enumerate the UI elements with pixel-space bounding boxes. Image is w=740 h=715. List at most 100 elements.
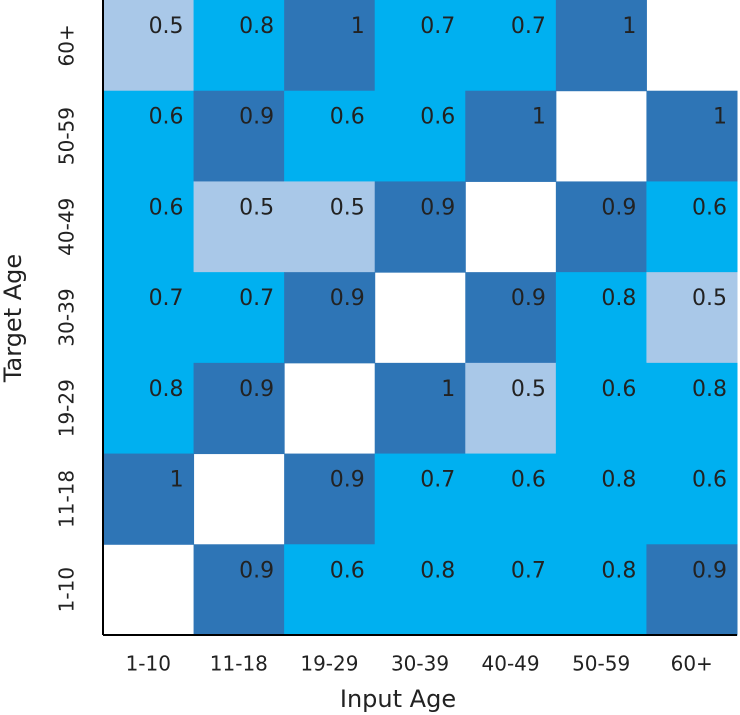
heatmap-cell: [103, 272, 195, 364]
cell-label: 0.9: [239, 377, 274, 402]
cell-label: 0.6: [692, 468, 727, 493]
cell-label: 0.8: [601, 468, 636, 493]
x-tick-label: 30-39: [391, 652, 449, 676]
heatmap-cell: [374, 544, 466, 636]
heatmap-cell: [465, 90, 557, 182]
cell-label: 0.6: [149, 195, 184, 220]
heatmap-cell: [193, 90, 285, 182]
cell-label: 0.7: [511, 14, 546, 39]
heatmap-cell: [465, 0, 557, 92]
heatmap-cell: [465, 362, 557, 455]
cell-label: 0.9: [330, 468, 365, 493]
cell-label: 0.9: [511, 286, 546, 311]
x-tick-label: 50-59: [572, 652, 630, 676]
cell-label: 0.5: [239, 195, 274, 220]
y-tick-label: 50-59: [55, 107, 79, 165]
heatmap-cell: [555, 362, 647, 455]
x-tick-label: 60+: [671, 652, 713, 676]
cell-label: 1: [170, 468, 184, 493]
cell-label: 0.7: [149, 286, 184, 311]
heatmap-cell: [374, 90, 466, 182]
y-tick-label: 19-29: [55, 379, 79, 437]
heatmap-cell: [103, 90, 195, 182]
cell-label: 0.6: [692, 195, 727, 220]
y-tick-label: 1-10: [55, 567, 79, 612]
heatmap-cell: [555, 0, 647, 92]
heatmap-cell: [646, 544, 738, 636]
heatmap-cell: [193, 544, 285, 636]
heatmap-cell: [374, 0, 466, 92]
cell-label: 0.5: [692, 286, 727, 311]
heatmap-cell: [555, 181, 647, 273]
x-tick-label: 1-10: [126, 652, 171, 676]
heatmap-cell: [646, 453, 738, 545]
cell-label: 0.8: [149, 377, 184, 402]
cell-label: 1: [441, 377, 455, 402]
x-tick-label: 11-18: [210, 652, 268, 676]
cell-label: 0.9: [601, 195, 636, 220]
x-tick-label: 40-49: [482, 652, 540, 676]
cell-label: 1: [351, 14, 365, 39]
y-tick-label: 40-49: [55, 198, 79, 256]
x-tick-label: 19-29: [300, 652, 358, 676]
cell-label: 0.6: [511, 468, 546, 493]
cell-label: 1: [622, 14, 636, 39]
cell-label: 0.6: [330, 105, 365, 130]
cell-label: 0.9: [420, 195, 455, 220]
heatmap-cell: [646, 90, 738, 182]
cell-label: 1: [713, 105, 727, 130]
heatmap-cell: [555, 544, 647, 636]
heatmap-cell: [374, 181, 466, 273]
heatmap-cell: [284, 0, 376, 92]
heatmap-cell: [284, 272, 376, 364]
heatmap-cell: [374, 362, 466, 455]
cell-label: 0.7: [420, 14, 455, 39]
heatmap-cell: [103, 453, 195, 545]
cell-label: 0.5: [511, 377, 546, 402]
heatmap-cell: [646, 362, 738, 455]
heatmap-cell: [103, 0, 195, 92]
cell-label: 0.6: [330, 558, 365, 583]
cell-label: 0.7: [511, 558, 546, 583]
heatmap-cell: [193, 181, 285, 273]
cell-label: 0.9: [239, 105, 274, 130]
cell-label: 0.9: [330, 286, 365, 311]
cell-label: 0.7: [420, 468, 455, 493]
heatmap-cell: [284, 181, 376, 273]
x-axis-title: Input Age: [340, 685, 456, 713]
y-tick-label: 30-39: [55, 288, 79, 346]
heatmap-cell: [646, 272, 738, 364]
cell-label: 0.8: [601, 286, 636, 311]
y-tick-label: 11-18: [55, 470, 79, 528]
heatmap-cell: [555, 272, 647, 364]
heatmap-cell: [193, 272, 285, 364]
cell-label: 0.8: [601, 558, 636, 583]
heatmap-cell: [465, 453, 557, 545]
heatmap-cell: [555, 453, 647, 545]
cell-label: 0.8: [420, 558, 455, 583]
cell-label: 0.9: [692, 558, 727, 583]
heatmap-cell: [284, 544, 376, 636]
cell-label: 0.8: [239, 14, 274, 39]
cell-label: 1: [532, 105, 546, 130]
heatmap-cell: [646, 181, 738, 273]
heatmap-cell: [284, 453, 376, 545]
cell-label: 0.9: [239, 558, 274, 583]
heatmap-cell: [374, 453, 466, 545]
cell-label: 0.8: [692, 377, 727, 402]
y-tick-label: 60+: [55, 24, 79, 66]
cell-label: 0.5: [149, 14, 184, 39]
y-axis-title: Target Age: [0, 254, 27, 383]
cell-label: 0.6: [149, 105, 184, 130]
cell-label: 0.5: [330, 195, 365, 220]
heatmap-cell: [103, 362, 195, 455]
heatmap-cell: [103, 181, 195, 273]
heatmap-cell: [465, 272, 557, 364]
heatmap-cell: [284, 90, 376, 182]
cell-label: 0.7: [239, 286, 274, 311]
cell-label: 0.6: [420, 105, 455, 130]
heatmap-cell: [465, 544, 557, 636]
heatmap-cell: [193, 0, 285, 92]
cell-label: 0.6: [601, 377, 636, 402]
